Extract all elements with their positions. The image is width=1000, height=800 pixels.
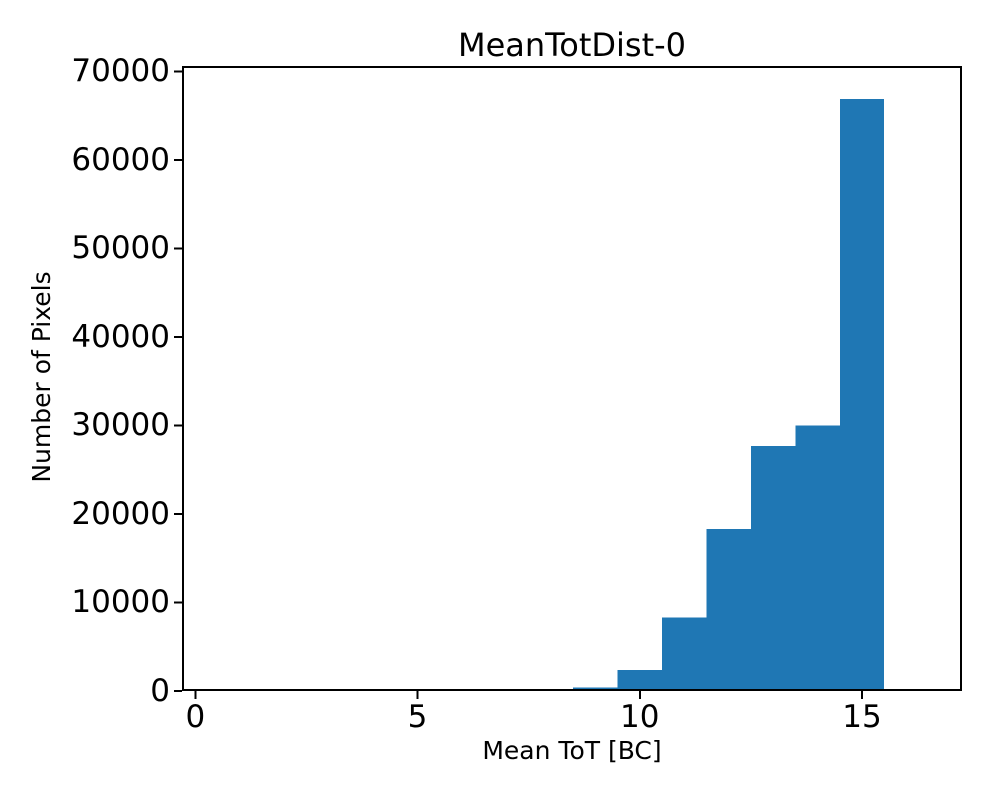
y-tick-label: 10000 [71, 584, 170, 621]
x-tick-label: 15 [842, 699, 882, 735]
histogram-bar [662, 617, 707, 691]
y-tick-label: 70000 [71, 53, 170, 90]
axes-spines [182, 66, 962, 691]
x-tick-label: 5 [407, 699, 428, 735]
histogram-bar [795, 425, 840, 691]
chart-title: MeanTotDist-0 [457, 26, 687, 64]
y-axis-label: Number of Pixels [27, 271, 56, 483]
y-tick-label: 50000 [71, 230, 170, 267]
y-tick-label: 60000 [71, 141, 170, 178]
histogram-bar [839, 98, 885, 692]
y-tick-label: 0 [150, 673, 170, 709]
histogram-bar [750, 445, 796, 691]
y-tick-label: 20000 [71, 495, 170, 532]
x-tick-label: 0 [185, 699, 206, 735]
histogram-bar [617, 669, 662, 691]
histogram-bar [706, 528, 751, 691]
y-tick-label: 40000 [71, 318, 170, 355]
y-tick-label: 30000 [71, 407, 170, 444]
x-tick-label: 10 [620, 699, 660, 735]
x-axis-label: Mean ToT [BC] [482, 736, 662, 765]
